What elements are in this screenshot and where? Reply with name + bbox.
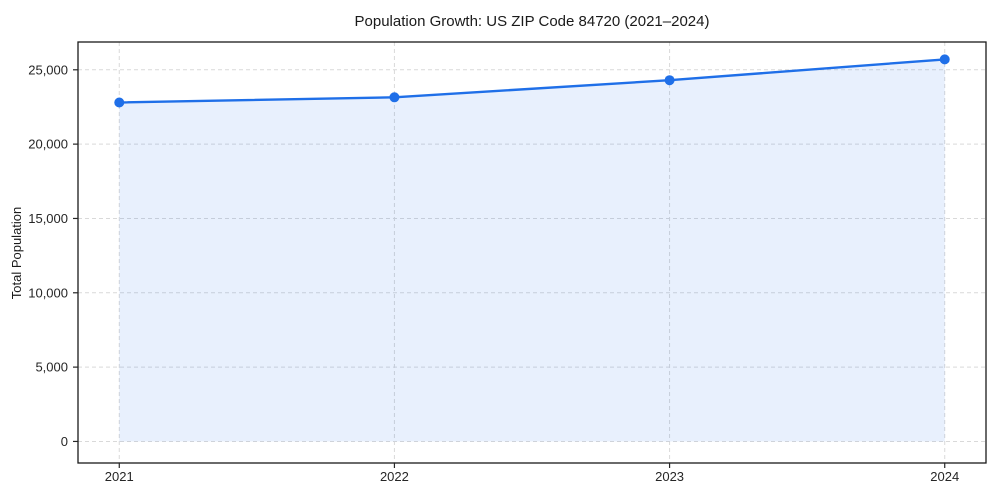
data-point	[114, 97, 125, 108]
x-tick-label: 2022	[380, 469, 409, 484]
axes-border	[77, 41, 987, 464]
chart-title: Population Growth: US ZIP Code 84720 (20…	[355, 13, 710, 30]
series-layer	[114, 54, 950, 442]
y-tick-label: 10,000	[28, 285, 68, 300]
y-tick-label: 0	[61, 434, 68, 449]
grid-layer	[78, 42, 986, 463]
data-point	[389, 92, 400, 103]
x-tick-label: 2024	[930, 469, 959, 484]
y-axis-label: Total Population	[9, 207, 24, 300]
x-tick-label: 2021	[105, 469, 134, 484]
data-point	[939, 54, 950, 65]
y-tick-label: 15,000	[28, 211, 68, 226]
y-tick-label: 5,000	[35, 360, 68, 375]
area-fill	[119, 59, 945, 442]
axis-layer: 2021 2022 2023 2024 0 5,000 10,000 15,000 20,000…	[28, 41, 987, 484]
trend-line	[118, 58, 946, 104]
y-tick-label: 20,000	[28, 137, 68, 152]
data-point	[664, 75, 675, 86]
y-tick-label: 25,000	[28, 62, 68, 77]
x-tick-label: 2023	[655, 469, 684, 484]
